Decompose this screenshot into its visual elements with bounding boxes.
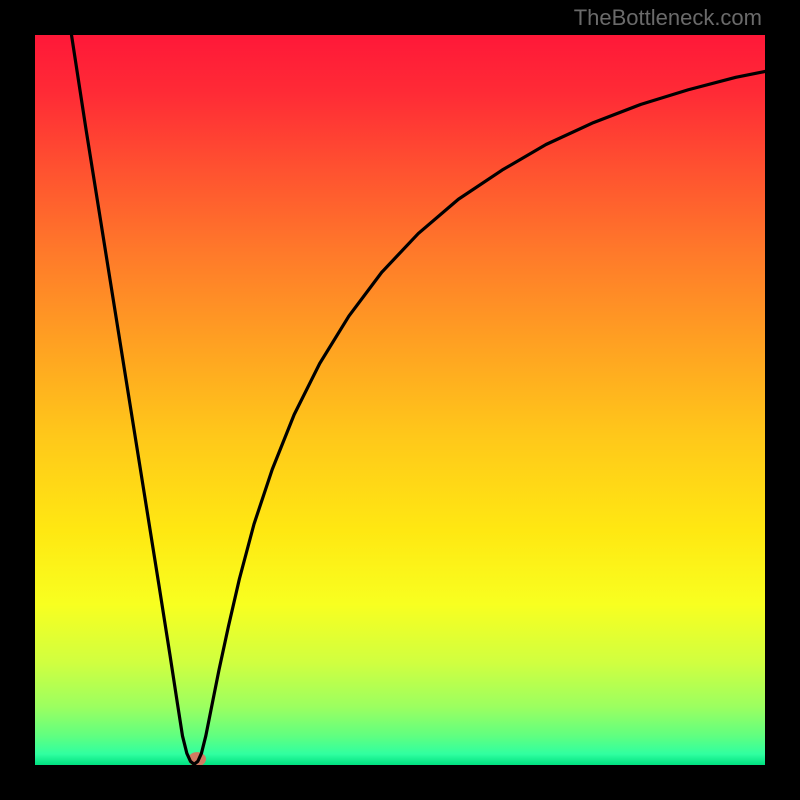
chart-svg [35,35,765,765]
bottleneck-curve [72,35,766,764]
watermark-text: TheBottleneck.com [574,5,762,31]
stage: TheBottleneck.com [0,0,800,800]
plot-area [35,35,765,765]
